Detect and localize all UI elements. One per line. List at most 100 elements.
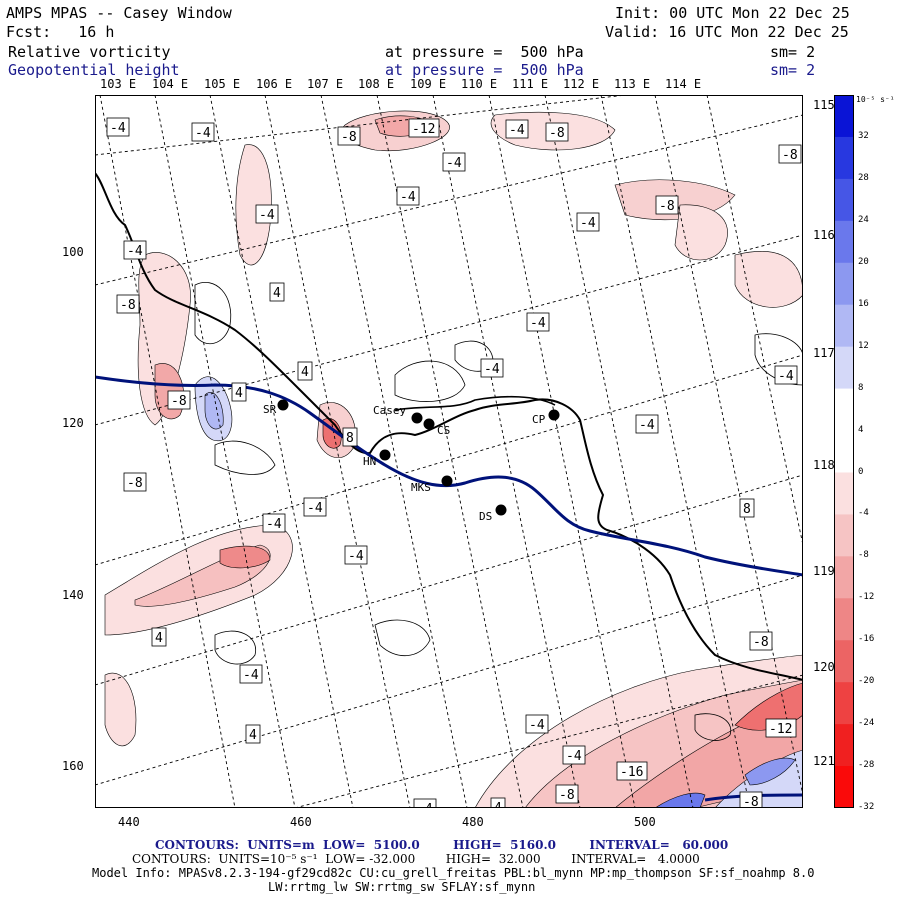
contour-label: -8 xyxy=(167,390,191,410)
contour-label: -4 xyxy=(239,664,263,684)
contour-label: -8 xyxy=(116,294,140,314)
colorbar-segment xyxy=(834,682,854,725)
forecast-hour: Fcst: 16 h xyxy=(6,23,115,41)
longitude-label: 114 E xyxy=(665,77,702,91)
svg-text:4: 4 xyxy=(494,801,502,808)
svg-text:4: 4 xyxy=(249,728,257,743)
svg-text:-4: -4 xyxy=(243,668,259,683)
svg-text:Casey: Casey xyxy=(373,404,406,417)
colorbar-unit: 10⁻⁵ s⁻¹ xyxy=(856,95,895,104)
longitude-label: 110 E xyxy=(461,77,498,91)
vorticity-contour-info: CONTOURS: UNITS=10⁻⁵ s⁻¹ LOW= -32.000 HI… xyxy=(132,852,700,866)
svg-text:-4: -4 xyxy=(580,216,596,231)
contour-label: -8 xyxy=(655,195,679,215)
contour-label: -4 xyxy=(255,204,279,224)
svg-text:-4: -4 xyxy=(307,501,323,516)
contour-label-group: -4 -4 -8 -12 -4 -8 -4 -4 -8 -4 -8 -4 -4 -8 -4 4 4 -4 -4 4 -8… xyxy=(106,117,802,808)
station-group: SR Casey CS CP HN MKS DS xyxy=(263,399,560,523)
svg-text:-4: -4 xyxy=(778,369,794,384)
colorbar-tick-label: 24 xyxy=(858,214,869,225)
contour-label: -4 xyxy=(525,714,549,734)
colorbar-segment xyxy=(834,388,854,432)
x-axis-label: 500 xyxy=(634,815,656,829)
svg-text:4: 4 xyxy=(155,631,163,646)
svg-text:-4: -4 xyxy=(266,517,282,532)
longitude-label: 104 E xyxy=(152,77,189,91)
svg-text:DS: DS xyxy=(479,510,492,523)
y-axis-label: 120 xyxy=(62,416,84,430)
svg-text:-16: -16 xyxy=(620,765,643,780)
colorbar-tick-label: 16 xyxy=(858,298,869,309)
colorbar-segment xyxy=(834,304,854,348)
contour-label: -4 xyxy=(562,745,586,765)
colorbar-segment xyxy=(834,766,854,808)
colorbar-tick-label: -20 xyxy=(858,676,875,687)
negative-vorticity-shading xyxy=(104,110,803,808)
colorbar-segment xyxy=(834,724,854,767)
longitude-label: 112 E xyxy=(563,77,600,91)
contour-label: -8 xyxy=(545,122,569,142)
field2-level: at pressure = 500 hPa xyxy=(385,61,584,79)
contour-label: 4 xyxy=(231,382,247,402)
contour-label: -4 xyxy=(106,117,130,137)
longitude-label: 106 E xyxy=(256,77,293,91)
longitude-label: 111 E xyxy=(512,77,549,91)
svg-text:-8: -8 xyxy=(120,298,136,313)
colorbar-segment xyxy=(834,220,854,264)
coastline xyxy=(95,172,803,681)
station-marker: CP xyxy=(532,409,560,426)
svg-text:-4: -4 xyxy=(509,123,525,138)
contour-label: 4 xyxy=(151,627,167,647)
x-axis-label: 460 xyxy=(290,815,312,829)
svg-text:4: 4 xyxy=(235,386,243,401)
colorbar-segment xyxy=(834,430,854,473)
colorbar-segment xyxy=(834,598,854,641)
contour-label: -4 xyxy=(635,414,659,434)
longitude-label: 113 E xyxy=(614,77,651,91)
svg-text:-8: -8 xyxy=(743,795,759,808)
contour-label: -4 xyxy=(576,212,600,232)
svg-text:CP: CP xyxy=(532,413,546,426)
valid-time: Valid: 16 UTC Mon 22 Dec 25 xyxy=(605,23,849,41)
svg-text:-8: -8 xyxy=(341,130,357,145)
y-axis-label: 160 xyxy=(62,759,84,773)
svg-text:-4: -4 xyxy=(417,802,433,808)
station-marker: CS xyxy=(423,418,450,437)
contour-label: 8 xyxy=(342,427,358,447)
svg-text:-8: -8 xyxy=(171,394,187,409)
field2-smoothing: sm= 2 xyxy=(770,61,816,79)
colorbar xyxy=(834,95,854,808)
station-marker: DS xyxy=(479,504,507,523)
colorbar-tick-label: -32 xyxy=(858,802,875,813)
contour-label: -8 xyxy=(778,144,802,164)
svg-text:-4: -4 xyxy=(348,549,364,564)
svg-text:-4: -4 xyxy=(484,362,500,377)
colorbar-tick-label: 28 xyxy=(858,172,869,183)
contour-label: -4 xyxy=(480,358,504,378)
svg-text:CS: CS xyxy=(437,424,450,437)
svg-text:HN: HN xyxy=(363,455,376,468)
colorbar-tick-label: 8 xyxy=(858,382,864,393)
svg-text:SR: SR xyxy=(263,403,277,416)
longitude-label: 105 E xyxy=(204,77,241,91)
colorbar-tick-label: 4 xyxy=(858,424,864,435)
colorbar-segment xyxy=(834,556,854,599)
svg-text:-8: -8 xyxy=(753,635,769,650)
chart-title: AMPS MPAS -- Casey Window xyxy=(6,4,232,22)
svg-text:-4: -4 xyxy=(259,208,275,223)
colorbar-segment xyxy=(834,95,854,138)
colorbar-tick-label: -28 xyxy=(858,760,875,771)
svg-text:-4: -4 xyxy=(127,244,143,259)
contour-label: -4 xyxy=(191,122,215,142)
contour-label: 8 xyxy=(739,498,755,518)
station-marker: MKS xyxy=(411,475,453,494)
colorbar-tick-label: -24 xyxy=(858,718,875,729)
field2-name: Geopotential height xyxy=(8,61,180,79)
contour-label: -4 xyxy=(774,365,798,385)
colorbar-tick-label: -4 xyxy=(858,508,869,519)
colorbar-tick-label: -12 xyxy=(858,592,875,603)
map-plot: -4 -4 -8 -12 -4 -8 -4 -4 -8 -4 -8 -4 -4 -8 -4 4 4 -4 -4 4 -8… xyxy=(95,95,803,808)
x-axis-label: 480 xyxy=(462,815,484,829)
longitude-label: 103 E xyxy=(100,77,137,91)
svg-text:-8: -8 xyxy=(782,148,798,163)
